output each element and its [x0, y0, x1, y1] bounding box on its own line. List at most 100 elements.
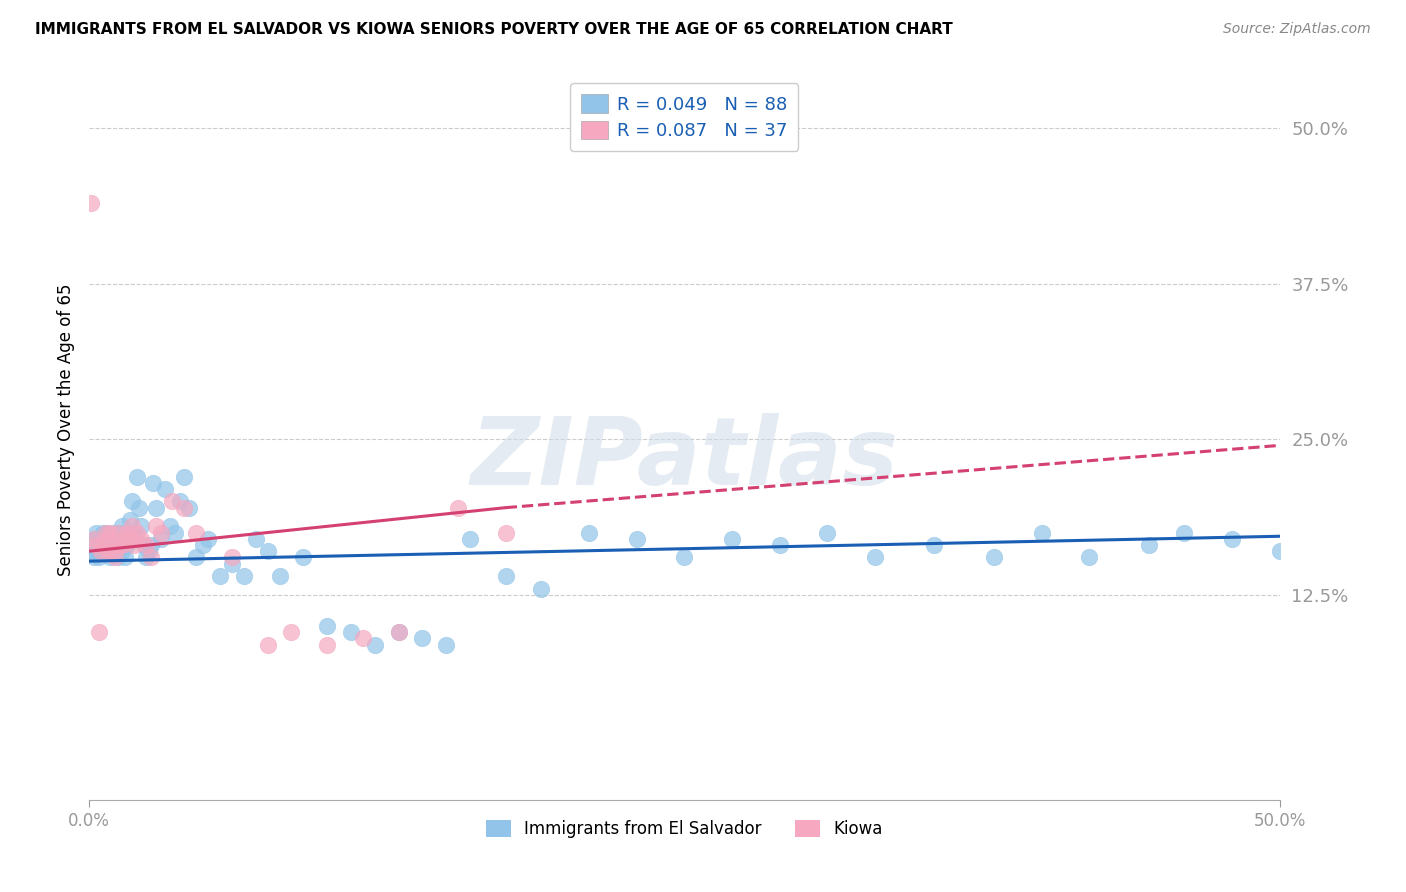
Point	[108, 538, 131, 552]
Point	[111, 519, 134, 533]
Point	[87, 625, 110, 640]
Point	[101, 538, 124, 552]
Point	[1137, 538, 1160, 552]
Point	[193, 538, 215, 552]
Point	[292, 550, 315, 565]
Point	[924, 538, 946, 552]
Point	[132, 538, 155, 552]
Point	[145, 500, 167, 515]
Point	[169, 494, 191, 508]
Point	[186, 550, 208, 565]
Point	[114, 550, 136, 565]
Point	[108, 538, 131, 552]
Point	[1173, 525, 1195, 540]
Point	[97, 532, 120, 546]
Point	[83, 532, 105, 546]
Point	[162, 494, 184, 508]
Point	[149, 532, 172, 546]
Point	[83, 550, 105, 565]
Point	[111, 544, 134, 558]
Point	[145, 519, 167, 533]
Point	[186, 525, 208, 540]
Point	[125, 525, 148, 540]
Point	[173, 469, 195, 483]
Point	[815, 525, 838, 540]
Point	[1399, 525, 1406, 540]
Point	[673, 550, 696, 565]
Point	[1268, 544, 1291, 558]
Point	[142, 475, 165, 490]
Text: IMMIGRANTS FROM EL SALVADOR VS KIOWA SENIORS POVERTY OVER THE AGE OF 65 CORRELAT: IMMIGRANTS FROM EL SALVADOR VS KIOWA SEN…	[35, 22, 953, 37]
Point	[1220, 532, 1243, 546]
Text: Source: ZipAtlas.com: Source: ZipAtlas.com	[1223, 22, 1371, 37]
Point	[97, 544, 120, 558]
Point	[107, 550, 129, 565]
Point	[118, 532, 141, 546]
Point	[1364, 544, 1386, 558]
Point	[626, 532, 648, 546]
Point	[124, 525, 146, 540]
Point	[173, 500, 195, 515]
Text: ZIPatlas: ZIPatlas	[470, 414, 898, 506]
Point	[139, 538, 162, 552]
Point	[447, 500, 470, 515]
Point	[863, 550, 886, 565]
Point	[87, 550, 110, 565]
Point	[83, 532, 105, 546]
Point	[352, 632, 374, 646]
Point	[93, 525, 115, 540]
Point	[256, 544, 278, 558]
Point	[131, 532, 153, 546]
Point	[107, 538, 129, 552]
Point	[721, 532, 744, 546]
Point	[125, 469, 148, 483]
Point	[1316, 525, 1339, 540]
Point	[388, 625, 411, 640]
Point	[197, 532, 219, 546]
Point	[578, 525, 600, 540]
Point	[269, 569, 291, 583]
Point	[768, 538, 790, 552]
Point	[100, 525, 122, 540]
Point	[100, 550, 122, 565]
Point	[256, 638, 278, 652]
Point	[128, 500, 150, 515]
Point	[458, 532, 481, 546]
Point	[163, 525, 186, 540]
Point	[177, 500, 200, 515]
Point	[111, 538, 134, 552]
Point	[434, 638, 457, 652]
Point	[121, 494, 143, 508]
Point	[115, 538, 138, 552]
Point	[80, 195, 103, 210]
Point	[364, 638, 387, 652]
Point	[221, 550, 243, 565]
Point	[280, 625, 302, 640]
Point	[124, 538, 146, 552]
Point	[84, 525, 107, 540]
Point	[114, 532, 136, 546]
Point	[983, 550, 1005, 565]
Point	[101, 544, 124, 558]
Point	[340, 625, 363, 640]
Point	[121, 519, 143, 533]
Point	[104, 550, 127, 565]
Point	[97, 544, 120, 558]
Point	[107, 525, 129, 540]
Point	[208, 569, 231, 583]
Point	[1031, 525, 1053, 540]
Point	[388, 625, 411, 640]
Point	[159, 519, 181, 533]
Point	[84, 544, 107, 558]
Point	[131, 519, 153, 533]
Point	[90, 544, 112, 558]
Point	[135, 550, 157, 565]
Point	[115, 525, 138, 540]
Point	[139, 550, 162, 565]
Point	[100, 538, 122, 552]
Point	[94, 525, 117, 540]
Point	[232, 569, 254, 583]
Point	[530, 582, 553, 596]
Point	[80, 544, 103, 558]
Point	[138, 544, 160, 558]
